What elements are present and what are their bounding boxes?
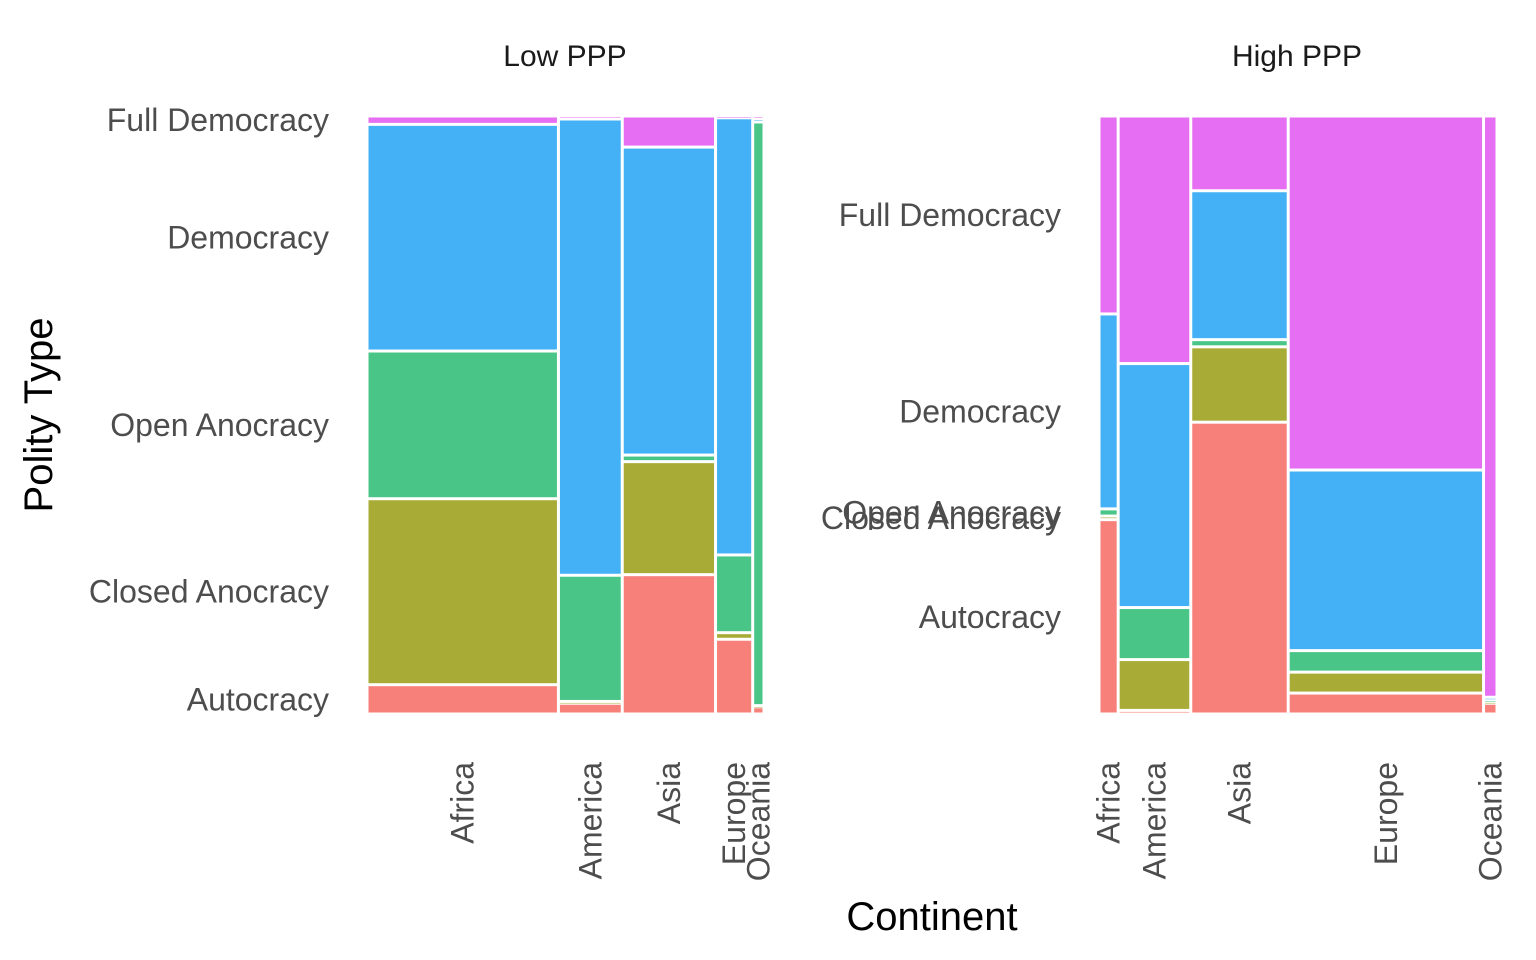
tile-low-america-democracy — [559, 120, 621, 574]
tile-low-oceania-open-anocracy — [754, 123, 763, 705]
x-tick-low-africa: Africa — [445, 762, 481, 844]
tile-high-europe-closed-anocracy — [1289, 673, 1483, 692]
tile-low-oceania-democracy — [754, 120, 763, 121]
tile-low-asia-democracy — [623, 148, 715, 454]
tile-high-asia-open-anocracy — [1192, 341, 1287, 346]
y-tick-high-full-democracy: Full Democracy — [839, 197, 1061, 233]
tile-high-europe-democracy — [1289, 471, 1483, 650]
x-tick-high-oceania: Oceania — [1472, 762, 1508, 881]
tile-low-europe-closed-anocracy — [717, 634, 752, 638]
tile-high-america-open-anocracy — [1119, 609, 1190, 659]
tile-high-america-closed-anocracy — [1119, 661, 1190, 709]
tile-low-america-autocracy — [559, 704, 621, 713]
y-tick-high-democracy: Democracy — [899, 393, 1061, 429]
y-tick-low-autocracy: Autocracy — [187, 681, 329, 717]
tile-high-oceania-full-democracy — [1485, 117, 1496, 696]
tile-low-oceania-full-democracy — [754, 117, 763, 118]
tile-high-america-democracy — [1119, 365, 1190, 607]
tile-low-oceania-autocracy — [754, 708, 763, 713]
tile-high-oceania-autocracy — [1485, 704, 1496, 713]
tile-high-oceania-open-anocracy — [1485, 701, 1496, 702]
tile-high-asia-autocracy — [1192, 423, 1287, 713]
tile-high-europe-full-democracy — [1289, 117, 1483, 469]
y-axis-title: Polity Type — [17, 318, 61, 513]
tile-high-oceania-democracy — [1485, 698, 1496, 700]
tile-high-europe-open-anocracy — [1289, 652, 1483, 671]
x-tick-high-africa: Africa — [1091, 762, 1127, 844]
tile-low-europe-open-anocracy — [717, 556, 752, 632]
tile-low-asia-autocracy — [623, 576, 715, 713]
tile-high-oceania-closed-anocracy — [1485, 702, 1496, 704]
x-tick-high-america: America — [1136, 762, 1172, 880]
facet-title-low: Low PPP — [503, 40, 626, 73]
tile-high-africa-open-anocracy — [1100, 510, 1117, 515]
y-tick-low-full-democracy: Full Democracy — [107, 102, 329, 138]
tile-low-africa-full-democracy — [368, 117, 557, 123]
tile-high-europe-autocracy — [1289, 694, 1483, 713]
tile-high-asia-closed-anocracy — [1192, 348, 1287, 421]
tile-low-america-closed-anocracy — [559, 702, 621, 704]
tile-low-europe-democracy — [717, 119, 752, 554]
y-tick-high-open-anocracy: Open Anocracy — [842, 494, 1061, 530]
tile-low-asia-closed-anocracy — [623, 463, 715, 574]
y-tick-high-closed-anocracy: Closed Anocracy — [821, 500, 1061, 536]
tile-low-europe-full-democracy — [717, 117, 752, 118]
tile-low-africa-democracy — [368, 125, 557, 350]
y-tick-low-democracy: Democracy — [167, 220, 329, 256]
x-tick-low-oceania: Oceania — [740, 762, 776, 881]
x-tick-low-america: America — [572, 762, 608, 880]
tile-low-africa-closed-anocracy — [368, 500, 557, 684]
tile-low-europe-autocracy — [717, 640, 752, 713]
y-tick-low-closed-anocracy: Closed Anocracy — [89, 574, 329, 610]
x-tick-high-asia: Asia — [1221, 762, 1257, 824]
y-tick-high-autocracy: Autocracy — [919, 599, 1061, 635]
tile-high-asia-full-democracy — [1192, 117, 1287, 190]
x-axis-title: Continent — [846, 895, 1017, 939]
x-tick-low-asia: Asia — [651, 762, 687, 824]
tile-high-america-autocracy — [1119, 711, 1190, 713]
facet-title-high: High PPP — [1232, 40, 1362, 73]
tile-low-asia-open-anocracy — [623, 456, 715, 461]
x-tick-low-europe: Europe — [716, 762, 752, 865]
tile-low-asia-full-democracy — [623, 117, 715, 146]
tile-low-america-open-anocracy — [559, 576, 621, 700]
tile-low-oceania-closed-anocracy — [754, 707, 763, 708]
chart-panels: Africa America Asia EuropeOceaniaAutocracyC… — [89, 102, 1508, 881]
tile-low-africa-open-anocracy — [368, 352, 557, 498]
tile-high-africa-democracy — [1100, 315, 1117, 508]
tile-low-america-full-democracy — [559, 117, 621, 118]
tile-high-america-full-democracy — [1119, 117, 1190, 363]
tile-low-africa-autocracy — [368, 686, 557, 713]
tile-high-africa-full-democracy — [1100, 117, 1117, 313]
tile-high-africa-autocracy — [1100, 521, 1117, 713]
tile-high-africa-closed-anocracy — [1100, 517, 1117, 519]
x-tick-high-europe: Europe — [1368, 762, 1404, 865]
tile-high-asia-democracy — [1192, 192, 1287, 339]
y-tick-low-open-anocracy: Open Anocracy — [110, 407, 329, 443]
